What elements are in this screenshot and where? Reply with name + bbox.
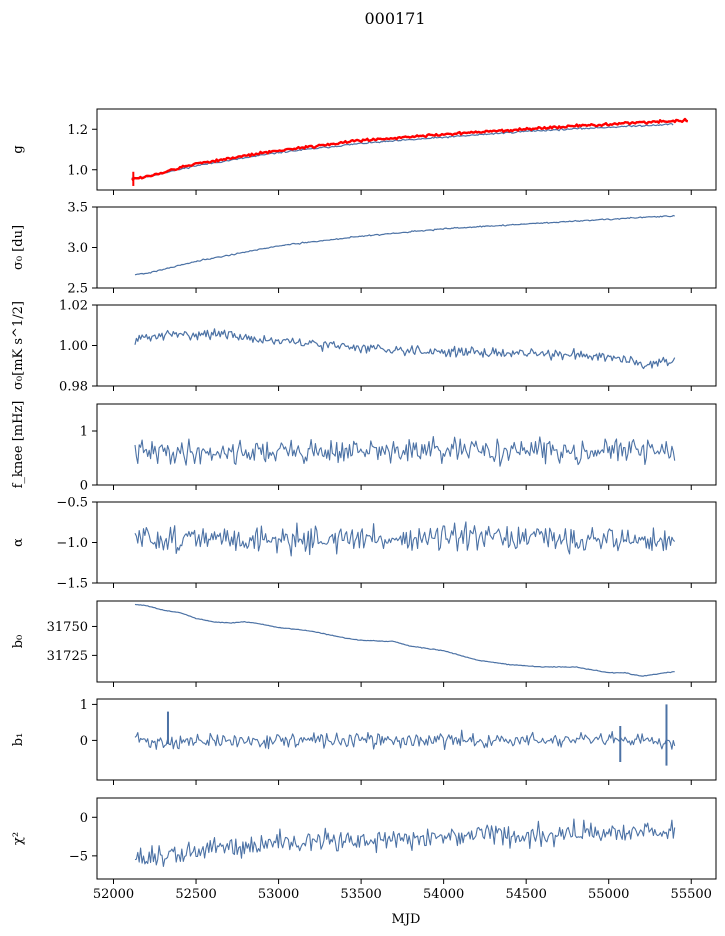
x-tick-label: 52500: [175, 887, 216, 902]
y-tick-label: 31725: [47, 649, 88, 664]
subplot-frame: [96, 304, 717, 387]
subplot-frame: [96, 403, 717, 486]
subplot-frame: [96, 206, 717, 289]
subplot-frame: [96, 600, 717, 683]
x-tick-label: 54000: [423, 887, 464, 902]
y-tick-label: 0: [80, 734, 88, 749]
subplot-7: 0 1 b₁: [11, 698, 717, 785]
y-axis-label: g: [11, 145, 26, 153]
y-tick-label: 1: [80, 425, 88, 440]
subplot-6: 31725 31750 b₀: [11, 600, 717, 687]
y-tick-label: 1.2: [67, 123, 88, 138]
subplot-8: −5 0 52000 52500 53000 53500 54000 54500 55000 55…: [11, 797, 717, 902]
y-axis-label: σ₀ [du]: [11, 225, 26, 270]
x-tick-label: 53000: [258, 887, 299, 902]
y-axis-label: b₁: [11, 733, 26, 747]
y-tick-label: 1.0: [67, 163, 88, 178]
x-tick-label: 52000: [93, 887, 134, 902]
y-tick-label: −1.5: [56, 577, 88, 592]
y-tick-label: 0.98: [59, 380, 88, 395]
series-line-1: [134, 435, 676, 467]
y-tick-label: 3.0: [67, 241, 88, 256]
y-tick-label: 1.00: [59, 339, 88, 354]
subplot-frame: [96, 108, 717, 191]
series-line-1: [134, 818, 676, 867]
x-tick-label: 54500: [505, 887, 546, 902]
subplot-frame: [96, 501, 717, 584]
y-tick-label: −5: [69, 849, 88, 864]
series-line-1: [134, 521, 676, 557]
y-tick-label: 2.5: [67, 282, 88, 297]
x-tick-label: 55500: [671, 887, 712, 902]
y-tick-label: 0: [80, 479, 88, 494]
y-tick-label: 31750: [47, 620, 88, 635]
x-axis-label: MJD: [392, 912, 421, 927]
series-line-1: [134, 729, 676, 751]
subplot-5: −1.5 −1.0 −0.5 α: [11, 496, 717, 592]
y-tick-label: 1.02: [59, 299, 88, 314]
series-line-2: [131, 117, 689, 181]
y-axis-label: f_knee [mHz]: [11, 401, 26, 489]
series-line-1: [134, 328, 676, 370]
series-line-1: [131, 123, 674, 179]
y-axis-label: σ₀[mK s^1/2]: [11, 301, 26, 390]
y-axis-label: b₀: [11, 635, 26, 649]
subplot-frame: [96, 698, 717, 781]
subplot-2: 2.5 3.0 3.5 σ₀ [du]: [11, 201, 717, 297]
y-tick-label: 0: [80, 811, 88, 826]
subplot-frame: [96, 797, 717, 880]
x-tick-label: 55000: [588, 887, 629, 902]
x-tick-label: 53500: [340, 887, 381, 902]
series-line-1: [134, 603, 675, 677]
subplot-1: 1.0 1.2 g: [11, 108, 717, 195]
y-tick-label: 3.5: [67, 201, 88, 216]
subplot-stack: 1.0 1.2 g 2.5 3.0 3.5 σ₀ [du] 0.98 1.00 1.02 σ₀[mK…: [11, 108, 717, 902]
figure-title: 000171: [364, 9, 425, 28]
y-axis-label: χ²: [11, 832, 26, 845]
subplot-4: 0 1 f_knee [mHz]: [11, 401, 717, 494]
y-tick-label: −1.0: [56, 536, 88, 551]
subplot-3: 0.98 1.00 1.02 σ₀[mK s^1/2]: [11, 299, 717, 395]
y-tick-label: 1: [80, 698, 88, 713]
series-line-1: [134, 214, 675, 276]
y-tick-label: −0.5: [56, 496, 88, 511]
y-axis-label: α: [11, 538, 26, 547]
